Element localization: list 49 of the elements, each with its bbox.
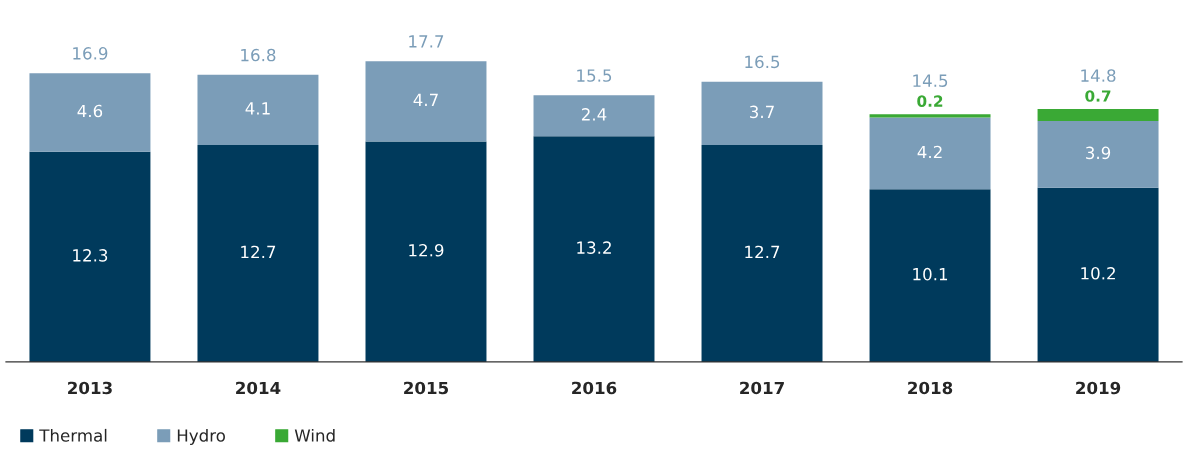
x-tick-label: 2017 <box>740 381 784 395</box>
total-label: 17.7 <box>409 35 444 48</box>
bar <box>701 144 823 362</box>
data-label: 4.7 <box>413 93 438 106</box>
total-label: 16.9 <box>73 47 108 60</box>
bar <box>1037 187 1159 362</box>
total-label: 14.8 <box>1081 69 1116 82</box>
data-label: 12.7 <box>241 245 276 259</box>
data-label: 12.3 <box>73 249 108 262</box>
data-label: 0.2 <box>917 95 943 107</box>
x-tick-label: 2013 <box>68 381 112 395</box>
data-label: 10.1 <box>913 267 948 281</box>
bar <box>197 144 319 362</box>
data-label: 4.2 <box>917 145 942 159</box>
bar <box>29 73 151 152</box>
data-label: 3.7 <box>750 105 774 119</box>
data-label: 12.9 <box>409 243 444 257</box>
x-tick-label: 2014 <box>236 381 281 395</box>
bar <box>533 136 655 362</box>
bar <box>533 95 655 137</box>
bar <box>365 61 487 142</box>
legend-label: Wind <box>294 428 335 442</box>
x-tick-label: 2015 <box>404 381 449 395</box>
bar <box>1037 109 1159 121</box>
data-label: 10.2 <box>1081 267 1115 280</box>
bar <box>869 189 991 362</box>
total-label: 16.8 <box>241 48 276 62</box>
bar <box>197 74 319 145</box>
bar <box>365 141 487 362</box>
bar <box>1037 120 1159 188</box>
data-label: 4.1 <box>245 102 270 115</box>
data-label: 13.2 <box>577 241 611 254</box>
data-label: 3.9 <box>1086 146 1111 160</box>
data-label: 12.7 <box>745 245 780 259</box>
total-label: 16.5 <box>745 55 780 69</box>
bar <box>869 114 991 118</box>
total-label: 14.5 <box>913 74 948 87</box>
data-label: 0.7 <box>1085 90 1111 102</box>
bar <box>29 151 151 362</box>
legend-label: Hydro <box>177 428 225 446</box>
x-tick-label: 2019 <box>1076 381 1121 395</box>
data-label: 4.6 <box>77 104 103 118</box>
bar <box>869 117 991 190</box>
total-label: 15.5 <box>577 69 612 82</box>
x-tick-label: 2018 <box>908 381 953 395</box>
legend-label: Thermal <box>39 428 107 442</box>
data-label: 2.4 <box>581 108 607 121</box>
x-tick-label: 2016 <box>572 381 617 395</box>
bar <box>701 81 823 145</box>
